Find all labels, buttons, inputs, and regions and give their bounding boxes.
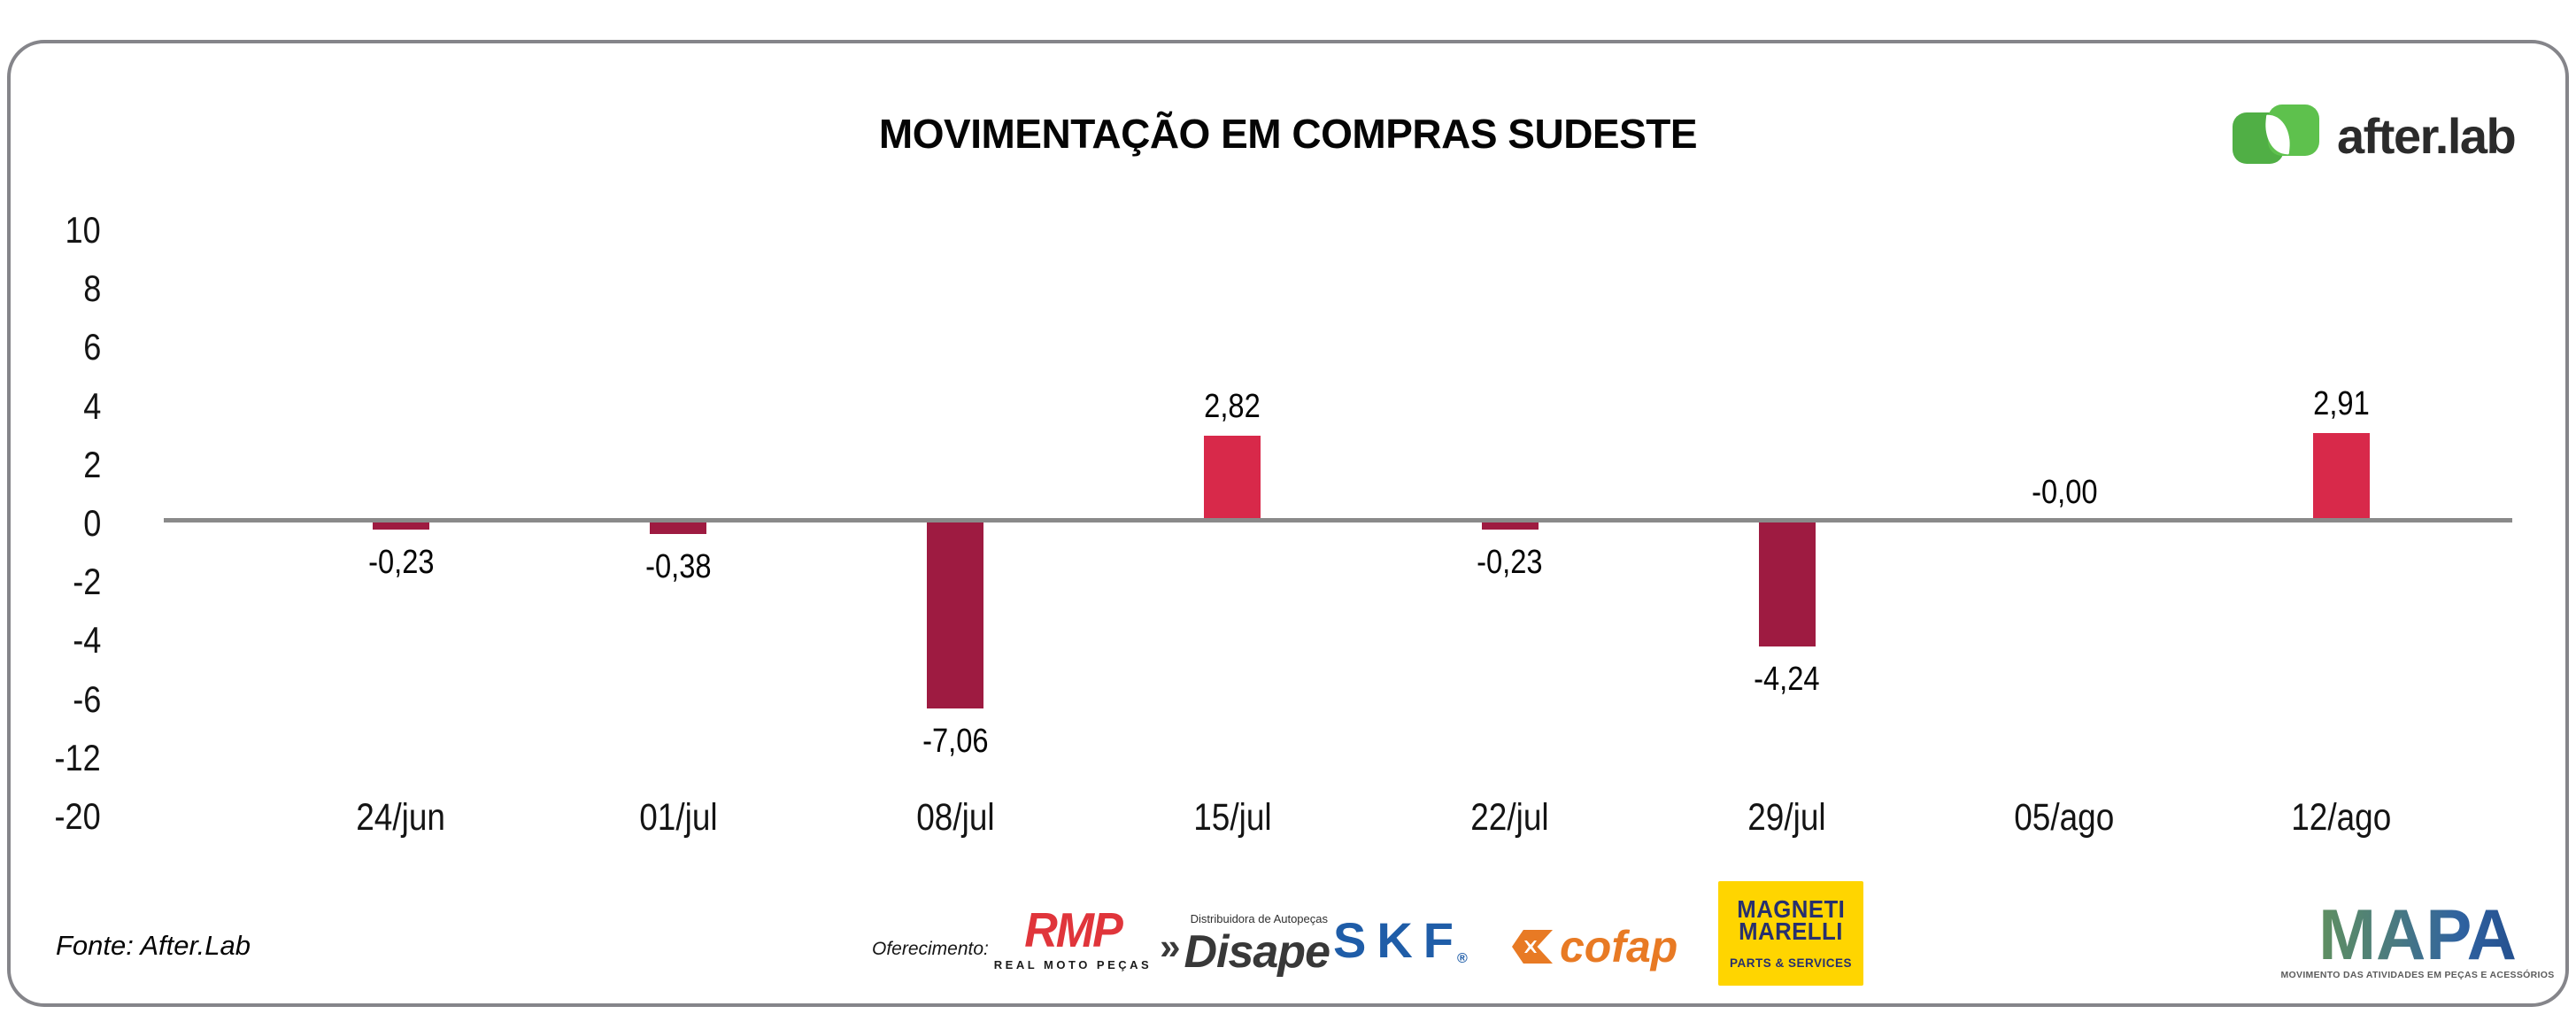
afterlab-leaf-icon <box>2233 104 2325 166</box>
y-axis-tick-label: 6 <box>82 326 101 368</box>
sponsor-strip-label: Oferecimento: <box>872 939 989 959</box>
magneti-marelli-logo: MAGNETI MARELLI PARTS & SERVICES <box>1718 881 1863 986</box>
y-axis-tick-label: 4 <box>82 384 101 427</box>
value-label-08/jul: -7,06 <box>922 723 989 761</box>
y-axis-tick-label: 0 <box>82 502 101 544</box>
magneti-marelli-tagline: PARTS & SERVICES <box>1729 956 1853 970</box>
x-axis-label-15/jul: 15/jul <box>1193 796 1272 839</box>
rmp-tagline: REAL MOTO PEÇAS <box>993 958 1153 971</box>
y-axis-tick-label: 10 <box>65 209 101 251</box>
cofap-wordmark: cofap <box>1560 922 1678 971</box>
value-label-24/jun: -0,23 <box>367 543 435 581</box>
afterlab-logo: after.lab <box>2233 104 2517 166</box>
value-label-05/ago: -0,00 <box>2031 474 2098 511</box>
mapa-logo: MAPA MOVIMENTO DAS ATIVIDADES EM PEÇAS E… <box>2281 894 2555 980</box>
bar-15/jul <box>1204 435 1261 518</box>
chart-card <box>7 40 2569 1007</box>
rmp-wordmark: RMP <box>1024 903 1123 958</box>
x-axis-label-01/jul: 01/jul <box>638 796 718 839</box>
value-label-01/jul: -0,38 <box>644 547 712 585</box>
skf-wordmark: SKF <box>1333 912 1464 968</box>
disape-wordmark: Disape <box>1184 926 1330 978</box>
mapa-wordmark: MAPA <box>2318 894 2517 975</box>
bar-08/jul <box>927 522 984 709</box>
y-axis-tick-label: -20 <box>54 795 101 837</box>
x-axis-label-24/jun: 24/jun <box>356 796 446 839</box>
afterlab-wordmark: after.lab <box>2337 107 2517 164</box>
bar-29/jul <box>1758 522 1816 647</box>
y-axis-tick-label: -12 <box>54 736 101 778</box>
x-axis-label-12/ago: 12/ago <box>2291 796 2392 839</box>
x-axis-label-22/jul: 22/jul <box>1470 796 1549 839</box>
skf-logo: SKF ® <box>1333 912 1501 968</box>
mapa-tagline: MOVIMENTO DAS ATIVIDADES EM PEÇAS E ACES… <box>2280 970 2555 980</box>
x-axis-label-29/jul: 29/jul <box>1747 796 1826 839</box>
y-axis-tick-label: 2 <box>82 443 101 485</box>
y-axis-tick-label: 8 <box>82 267 101 310</box>
disape-chevrons-icon: » <box>1160 925 1181 967</box>
rmp-logo: RMP REAL MOTO PEÇAS <box>994 903 1149 971</box>
skf-registered-mark: ® <box>1457 951 1468 966</box>
magneti-marelli-wordmark-line2: MARELLI <box>1739 917 1843 945</box>
cofap-arrow-icon <box>1512 930 1553 964</box>
disape-tagline: Distribuidora de Autopeças <box>1190 912 1328 925</box>
value-label-29/jul: -4,24 <box>1754 661 1820 699</box>
x-axis-label-08/jul: 08/jul <box>916 796 995 839</box>
zero-axis-line <box>164 518 2512 522</box>
chart-title: MOVIMENTAÇÃO EM COMPRAS SUDESTE <box>878 111 1698 157</box>
value-label-22/jul: -0,23 <box>1477 543 1543 581</box>
value-label-15/jul: 2,82 <box>1204 387 1261 425</box>
source-note: Fonte: After.Lab <box>56 930 251 961</box>
bar-12/ago <box>2312 432 2370 518</box>
y-axis-tick-label: -4 <box>72 619 101 662</box>
bar-22/jul <box>1481 522 1539 530</box>
cofap-logo: cofap <box>1512 921 1677 972</box>
y-axis-tick-label: -2 <box>72 561 101 603</box>
y-axis-tick-label: -6 <box>72 677 101 720</box>
value-label-12/ago: 2,91 <box>2313 384 2370 422</box>
bar-01/jul <box>650 522 707 534</box>
magneti-marelli-wordmark-line1: MAGNETI <box>1736 894 1845 923</box>
disape-logo: Distribuidora de Autopeças » Disape <box>1144 912 1330 979</box>
x-axis-label-05/ago: 05/ago <box>2014 796 2115 839</box>
bar-24/jun <box>373 522 429 530</box>
